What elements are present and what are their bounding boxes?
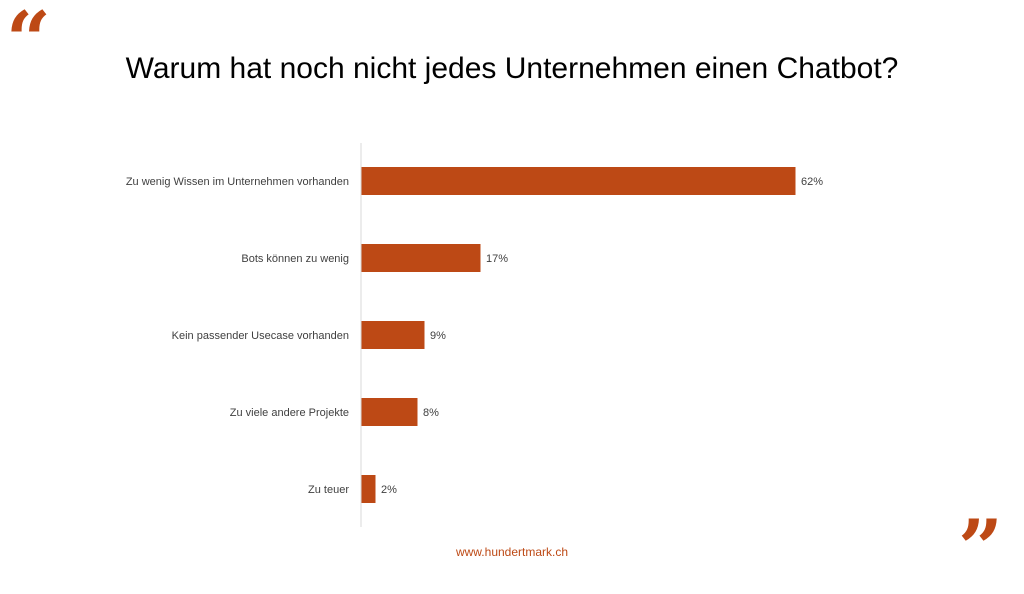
- category-label: Kein passender Usecase vorhanden: [172, 330, 349, 342]
- data-label: 9%: [430, 330, 446, 342]
- data-label: 8%: [423, 407, 439, 419]
- bar-chart: Zu wenig Wissen im Unternehmen vorhanden…: [126, 143, 823, 527]
- slide-title: Warum hat noch nicht jedes Unternehmen e…: [125, 52, 899, 85]
- data-label: 62%: [801, 176, 823, 188]
- bar: [361, 475, 376, 503]
- data-label: 17%: [486, 253, 508, 265]
- bar: [361, 167, 796, 195]
- category-label: Zu wenig Wissen im Unternehmen vorhanden: [126, 176, 349, 188]
- category-label: Zu viele andere Projekte: [230, 407, 349, 419]
- open-quote-icon: “: [6, 0, 51, 86]
- bar: [361, 321, 425, 349]
- category-label: Bots können zu wenig: [241, 253, 349, 265]
- bar: [361, 244, 481, 272]
- data-label: 2%: [381, 484, 397, 496]
- category-label: Zu teuer: [308, 484, 349, 496]
- footer-link[interactable]: www.hundertmark.ch: [455, 545, 569, 559]
- close-quote-icon: ”: [958, 503, 1003, 594]
- bar: [361, 398, 418, 426]
